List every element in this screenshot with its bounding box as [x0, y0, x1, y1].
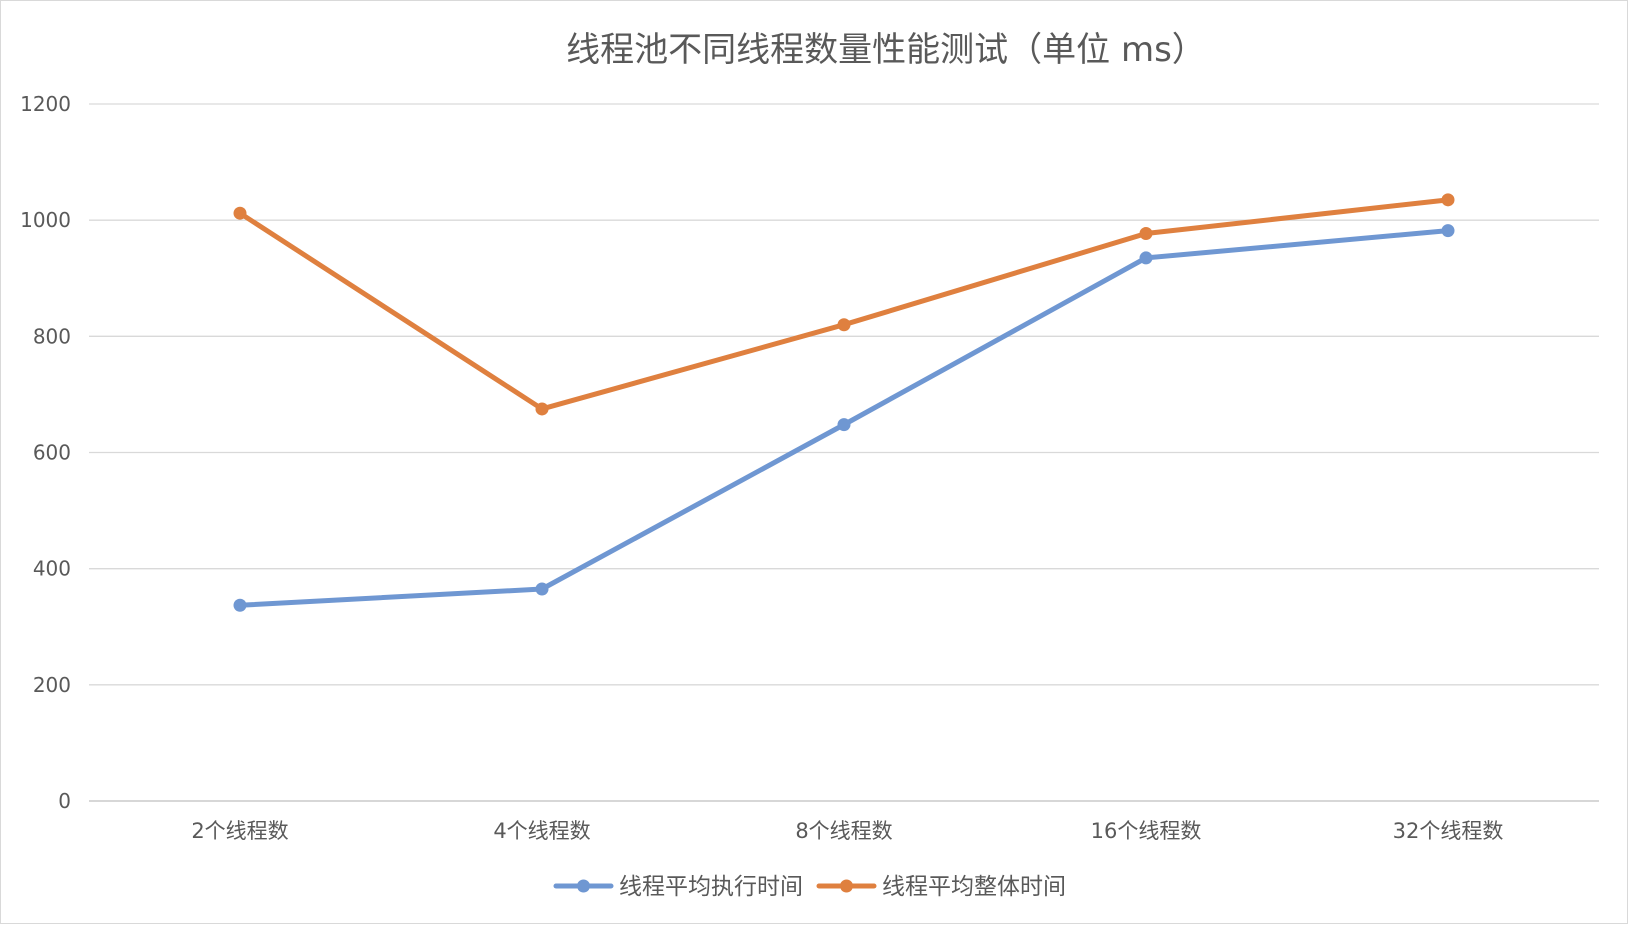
x-tick-label: 32个线程数 [1393, 819, 1504, 843]
y-tick-label: 1000 [20, 208, 71, 232]
data-point [1441, 224, 1455, 238]
y-tick-label: 600 [33, 441, 71, 465]
data-point [233, 598, 247, 612]
y-axis-ticks: 0 200 400 600 800 1000 1200 [20, 92, 71, 813]
data-point [233, 206, 247, 220]
data-point [535, 402, 549, 416]
y-tick-label: 0 [58, 789, 71, 813]
x-tick-label: 16个线程数 [1091, 819, 1202, 843]
data-point [1139, 227, 1153, 241]
y-tick-label: 400 [33, 557, 71, 581]
series-line-1 [237, 228, 1451, 608]
series-group [233, 193, 1455, 612]
legend-marker [577, 879, 590, 893]
gridlines [89, 103, 1599, 802]
data-point [1139, 251, 1153, 265]
x-tick-label: 4个线程数 [493, 819, 590, 843]
data-point [535, 582, 549, 596]
x-tick-label: 8个线程数 [795, 819, 892, 843]
legend-marker [840, 879, 853, 893]
x-tick-label: 2个线程数 [191, 819, 288, 843]
x-axis-ticks: 2个线程数 4个线程数 8个线程数 16个线程数 32个线程数 [191, 819, 1503, 843]
series-line-2 [237, 197, 1451, 412]
y-tick-label: 1200 [20, 92, 71, 116]
data-point [1441, 193, 1455, 207]
legend-label: 线程平均执行时间 [619, 874, 803, 900]
legend: 线程平均执行时间 线程平均整体时间 [553, 874, 1066, 900]
y-tick-label: 200 [33, 673, 71, 697]
chart-title: 线程池不同线程数量性能测试（单位 ms） [566, 30, 1206, 70]
data-point [837, 418, 851, 432]
legend-label: 线程平均整体时间 [882, 874, 1066, 900]
y-tick-label: 800 [33, 324, 71, 348]
data-point [837, 318, 851, 332]
